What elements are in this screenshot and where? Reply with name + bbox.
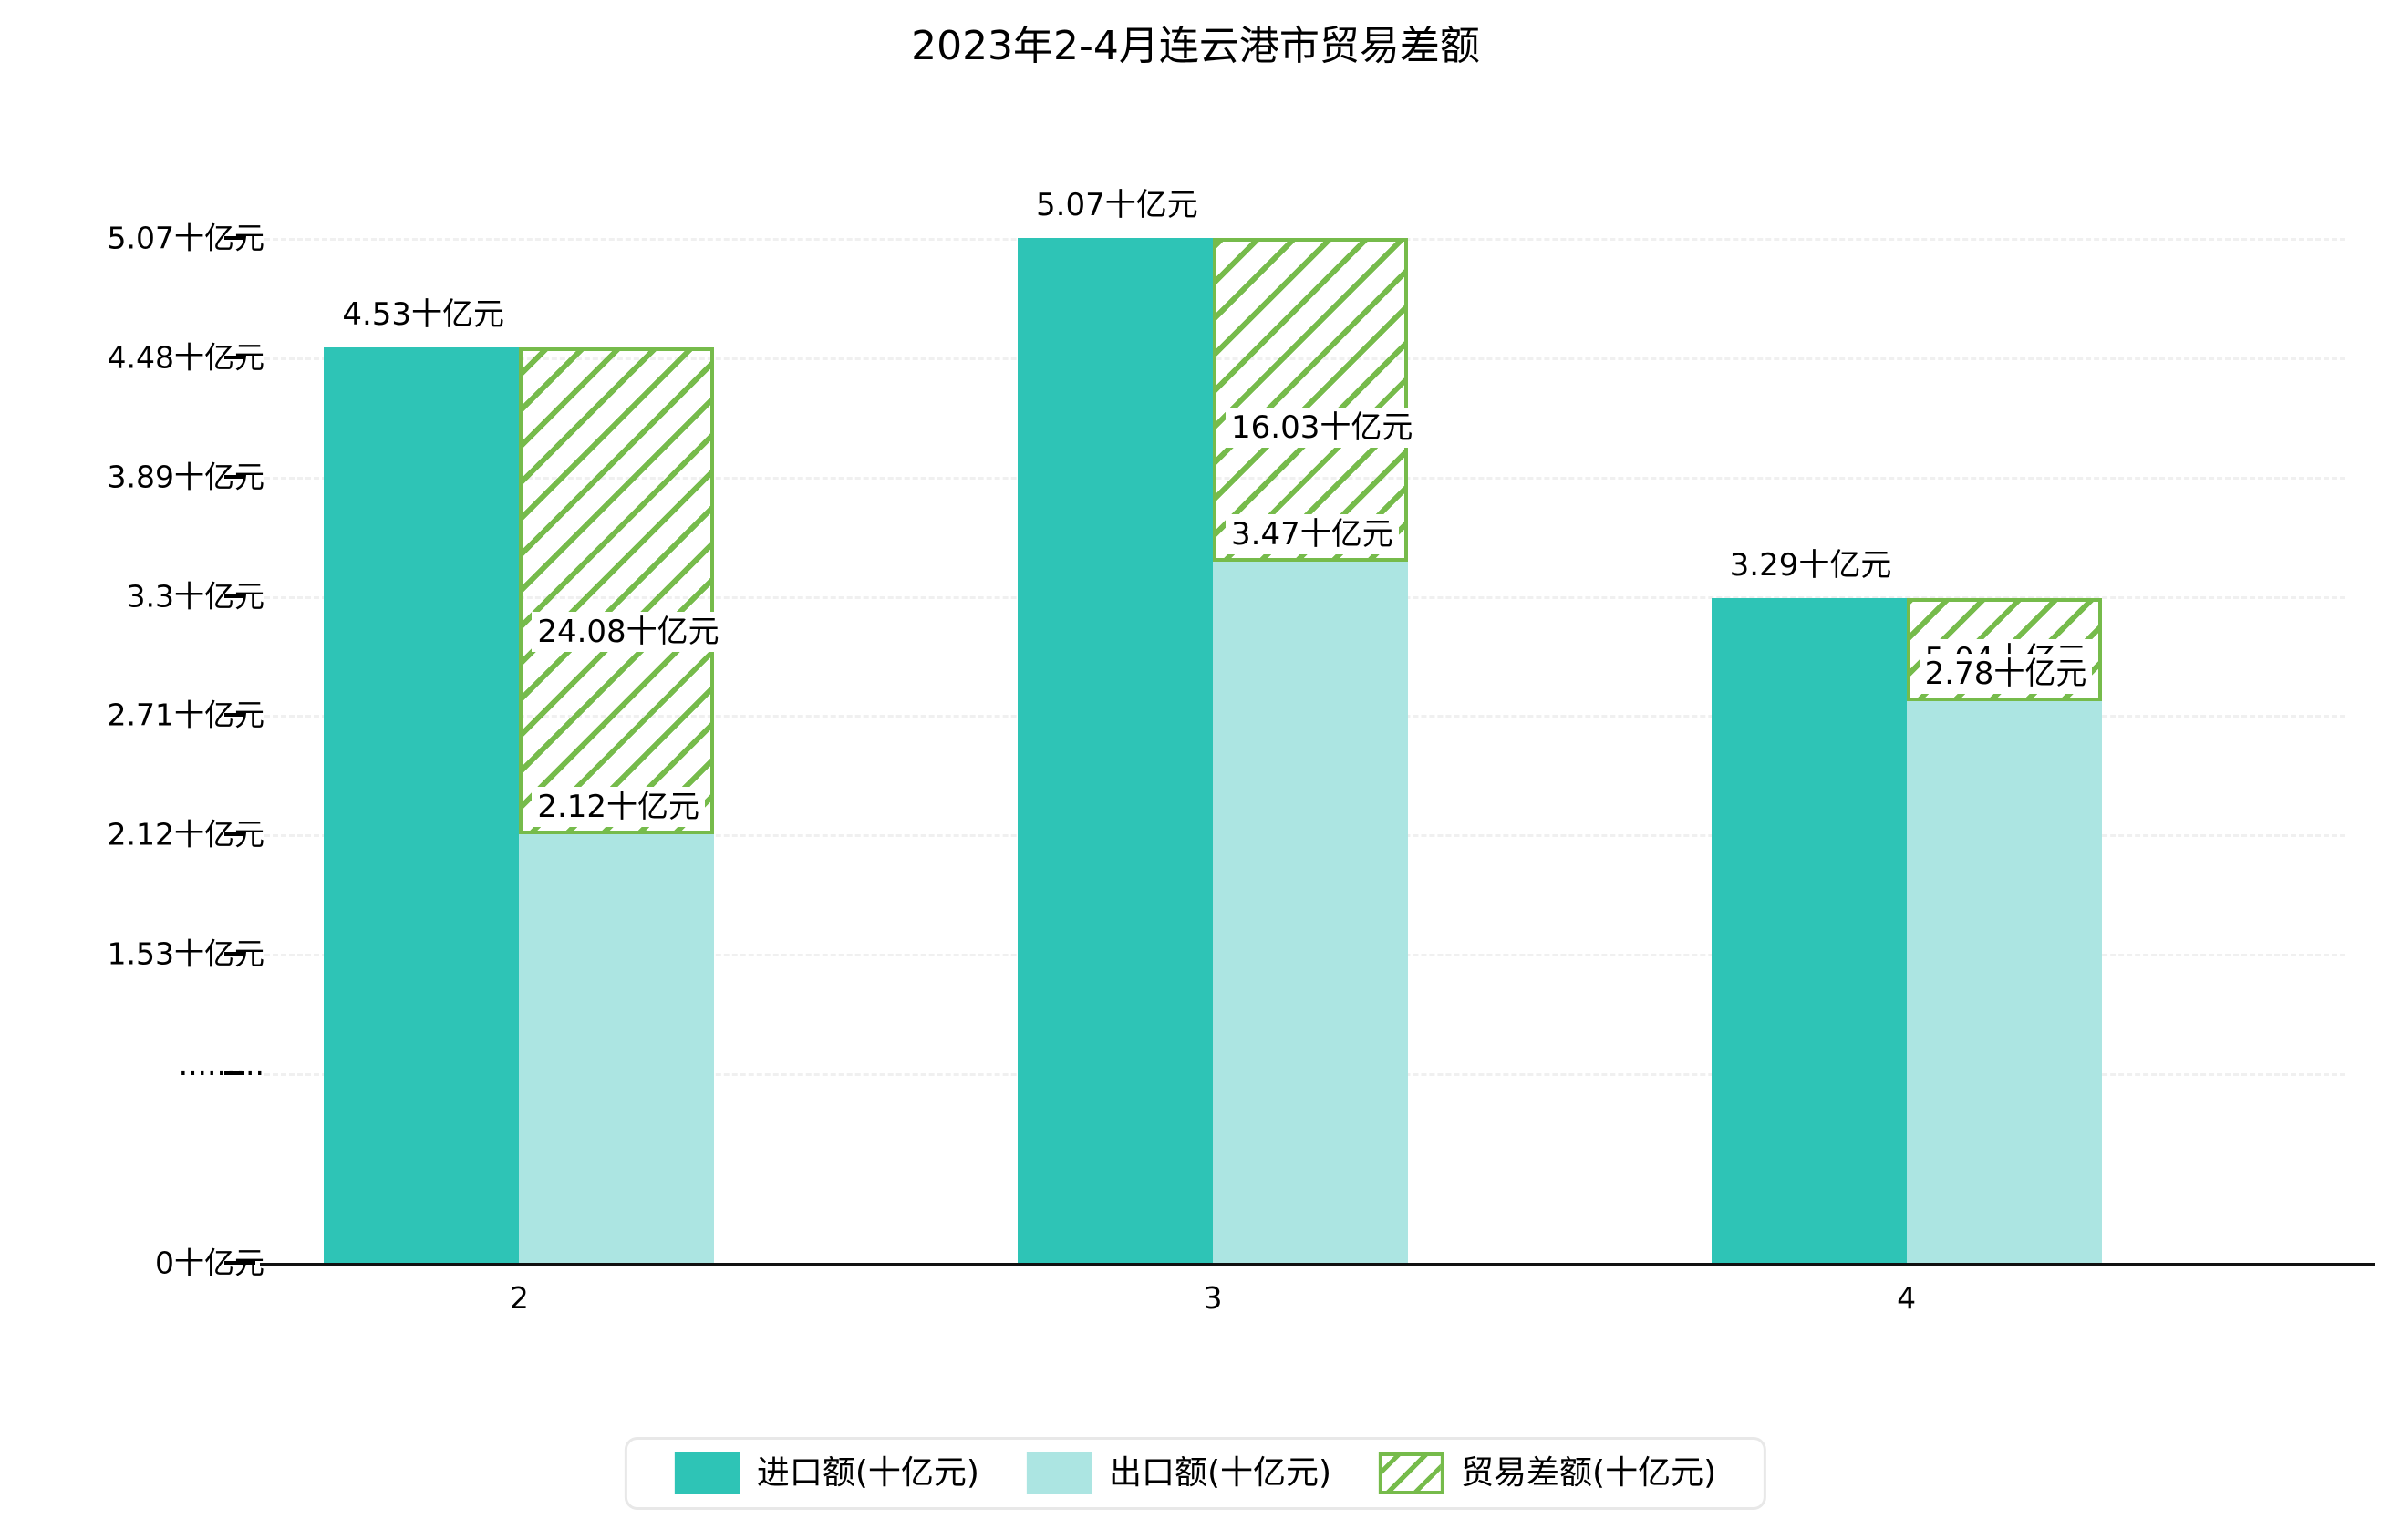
y-axis-tick-mark <box>224 1261 255 1265</box>
y-axis-tick-mark <box>224 951 244 956</box>
value-label-trade-balance: 24.08十亿元 <box>532 611 725 652</box>
legend-item-import[interactable]: 进口额(十亿元) <box>651 1452 1003 1494</box>
bar-import[interactable] <box>324 347 520 1263</box>
value-label-import: 4.53十亿元 <box>342 296 505 334</box>
bar-import[interactable] <box>1711 597 1907 1263</box>
y-axis-tick-mark <box>224 474 244 479</box>
value-label-import: 5.07十亿元 <box>1036 187 1198 224</box>
y-axis-tick-mark <box>224 236 244 241</box>
plot-area: 4.53十亿元 24.08十亿元 2.12十亿元 5.07十亿元 16.03十亿元 3.4… <box>264 141 2345 1263</box>
value-label-trade-balance: 16.03十亿元 <box>1226 408 1419 449</box>
bar-import[interactable] <box>1018 238 1213 1263</box>
legend-label-balance: 贸易差额(十亿元) <box>1461 1454 1717 1492</box>
legend-swatch-export-icon <box>1026 1452 1092 1494</box>
y-axis-tick-mark <box>224 1070 244 1075</box>
value-label-export: 2.78十亿元 <box>1919 653 2093 694</box>
chart-title: 2023年2-4月连云港市贸易差额 <box>911 23 1480 69</box>
chart-legend[interactable]: 进口额(十亿元) 出口额(十亿元) 贸易差额(十亿元) <box>624 1437 1767 1510</box>
legend-label-export: 出口额(十亿元) <box>1108 1454 1332 1492</box>
legend-swatch-balance-icon <box>1379 1452 1445 1494</box>
legend-swatch-import-icon <box>674 1452 740 1494</box>
x-axis-baseline <box>260 1263 2375 1266</box>
y-axis-tick-label: ········· <box>178 1055 264 1091</box>
y-axis-tick-mark <box>224 713 244 718</box>
legend-item-export[interactable]: 出口额(十亿元) <box>1003 1452 1355 1494</box>
x-axis-tick-label: 3 <box>1203 1280 1223 1316</box>
legend-label-import: 进口额(十亿元) <box>756 1454 979 1492</box>
bar-trade-balance[interactable] <box>519 347 715 835</box>
x-axis-tick-label: 2 <box>509 1280 529 1316</box>
y-axis-tick-mark <box>224 356 244 360</box>
bar-export[interactable] <box>519 834 715 1263</box>
y-axis-tick-mark <box>224 832 244 837</box>
bar-trade-balance[interactable] <box>1213 238 1408 562</box>
bar-export[interactable] <box>1906 700 2102 1263</box>
value-label-export: 2.12十亿元 <box>532 787 706 828</box>
value-label-import: 3.29十亿元 <box>1729 546 1892 584</box>
x-axis-tick-label: 4 <box>1897 1280 1917 1316</box>
bar-export[interactable] <box>1213 561 1408 1263</box>
y-axis-tick-mark <box>224 594 244 598</box>
value-label-export: 3.47十亿元 <box>1226 513 1399 554</box>
legend-item-balance[interactable]: 贸易差额(十亿元) <box>1355 1452 1740 1494</box>
